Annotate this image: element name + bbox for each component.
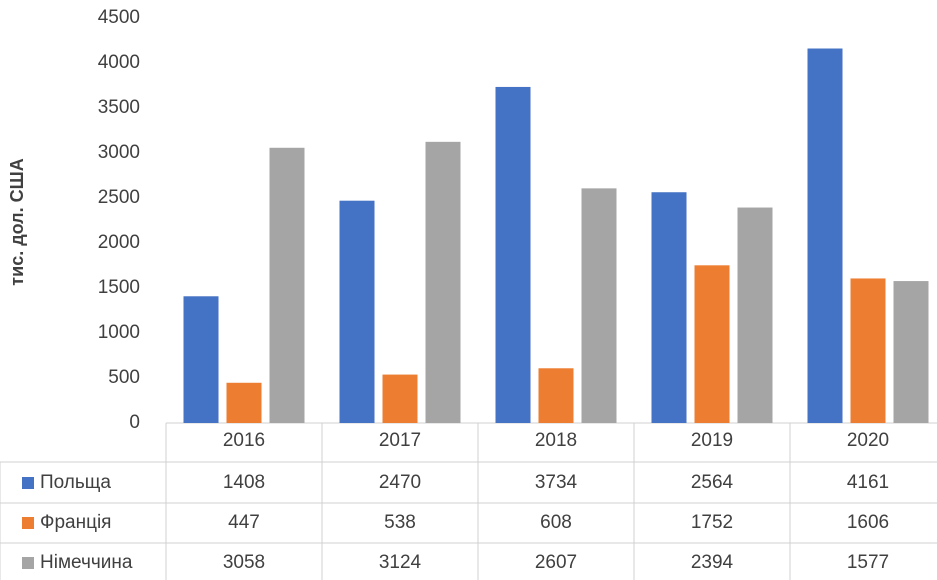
legend-label: Франція (40, 512, 111, 533)
x-tick-label: 2019 (691, 430, 733, 451)
table-value: 3124 (379, 552, 422, 573)
table-value: 1408 (223, 472, 265, 493)
legend-label: Польща (40, 472, 111, 493)
table-value: 3058 (223, 552, 265, 573)
y-tick-label: 0 (129, 412, 140, 433)
table-value: 608 (540, 512, 572, 533)
bar (893, 281, 929, 423)
table-value: 3734 (535, 472, 578, 493)
bar (382, 374, 418, 423)
table-value: 538 (384, 512, 416, 533)
table-value: 2394 (691, 552, 734, 573)
y-axis-title: тис. дол. США (7, 158, 27, 285)
legend-label: Німеччина (40, 552, 133, 573)
y-tick-label: 1000 (98, 322, 140, 343)
table-value: 1752 (691, 512, 733, 533)
bar (183, 296, 219, 423)
y-tick-label: 2500 (98, 187, 140, 208)
table-value: 447 (228, 512, 260, 533)
bar (850, 278, 886, 423)
table-value: 2607 (535, 552, 577, 573)
x-tick-label: 2017 (379, 430, 421, 451)
legend-swatch (22, 517, 34, 529)
legend-swatch (22, 477, 34, 489)
y-tick-label: 3500 (98, 97, 140, 118)
y-tick-label: 1500 (98, 277, 140, 298)
table-value: 2470 (379, 472, 421, 493)
y-tick-label: 2000 (98, 232, 140, 253)
bar (807, 48, 843, 423)
table-value: 1577 (847, 552, 889, 573)
y-tick-label: 4000 (98, 52, 140, 73)
y-tick-label: 3000 (98, 142, 140, 163)
table-value: 2564 (691, 472, 734, 493)
bar (339, 200, 375, 423)
x-tick-label: 2020 (847, 430, 889, 451)
bar (651, 192, 687, 423)
bar (694, 265, 730, 423)
table-value: 4161 (847, 472, 889, 493)
bar (425, 141, 461, 423)
bar (269, 147, 305, 423)
table-value: 1606 (847, 512, 889, 533)
bar (737, 207, 773, 423)
x-tick-label: 2016 (223, 430, 265, 451)
bar (495, 86, 531, 423)
bar (581, 188, 617, 423)
y-tick-label: 500 (108, 367, 140, 388)
bar (538, 368, 574, 423)
y-tick-label: 4500 (98, 7, 140, 28)
legend-swatch (22, 557, 34, 569)
x-tick-label: 2018 (535, 430, 577, 451)
bar (226, 382, 262, 423)
